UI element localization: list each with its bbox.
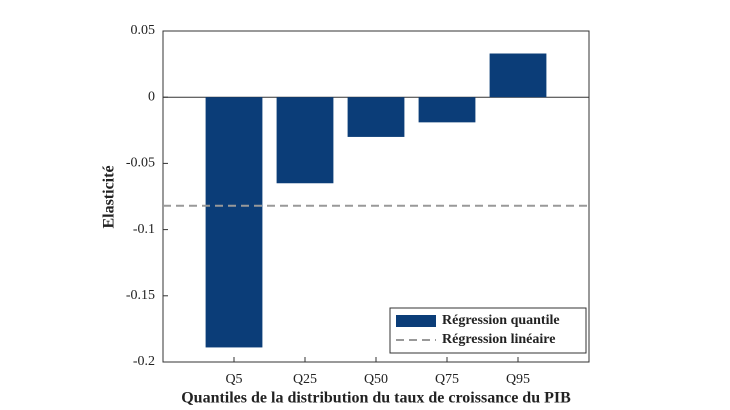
y-axis-label: Elasticité (101, 165, 118, 228)
bar (418, 97, 476, 123)
y-tick-label: -0.05 (126, 156, 155, 171)
x-axis-label: Quantiles de la distribution du taux de … (181, 390, 571, 407)
x-tick-label: Q5 (225, 372, 242, 387)
legend-swatch (396, 315, 436, 327)
bar (276, 97, 334, 184)
bar (489, 53, 547, 98)
bar (205, 97, 263, 348)
x-tick-label: Q95 (506, 372, 530, 387)
x-tick-label: Q25 (293, 372, 317, 387)
y-tick-label: -0.1 (133, 222, 155, 237)
y-tick-label: 0 (148, 89, 155, 104)
y-tick-label: -0.15 (126, 288, 155, 303)
legend-label: Régression linéaire (442, 332, 555, 347)
y-tick-label: -0.2 (133, 354, 155, 369)
bar (347, 97, 405, 137)
x-tick-label: Q50 (364, 372, 388, 387)
y-tick-label: 0.05 (131, 23, 156, 38)
legend-label: Régression quantile (442, 313, 560, 328)
x-tick-label: Q75 (435, 372, 459, 387)
